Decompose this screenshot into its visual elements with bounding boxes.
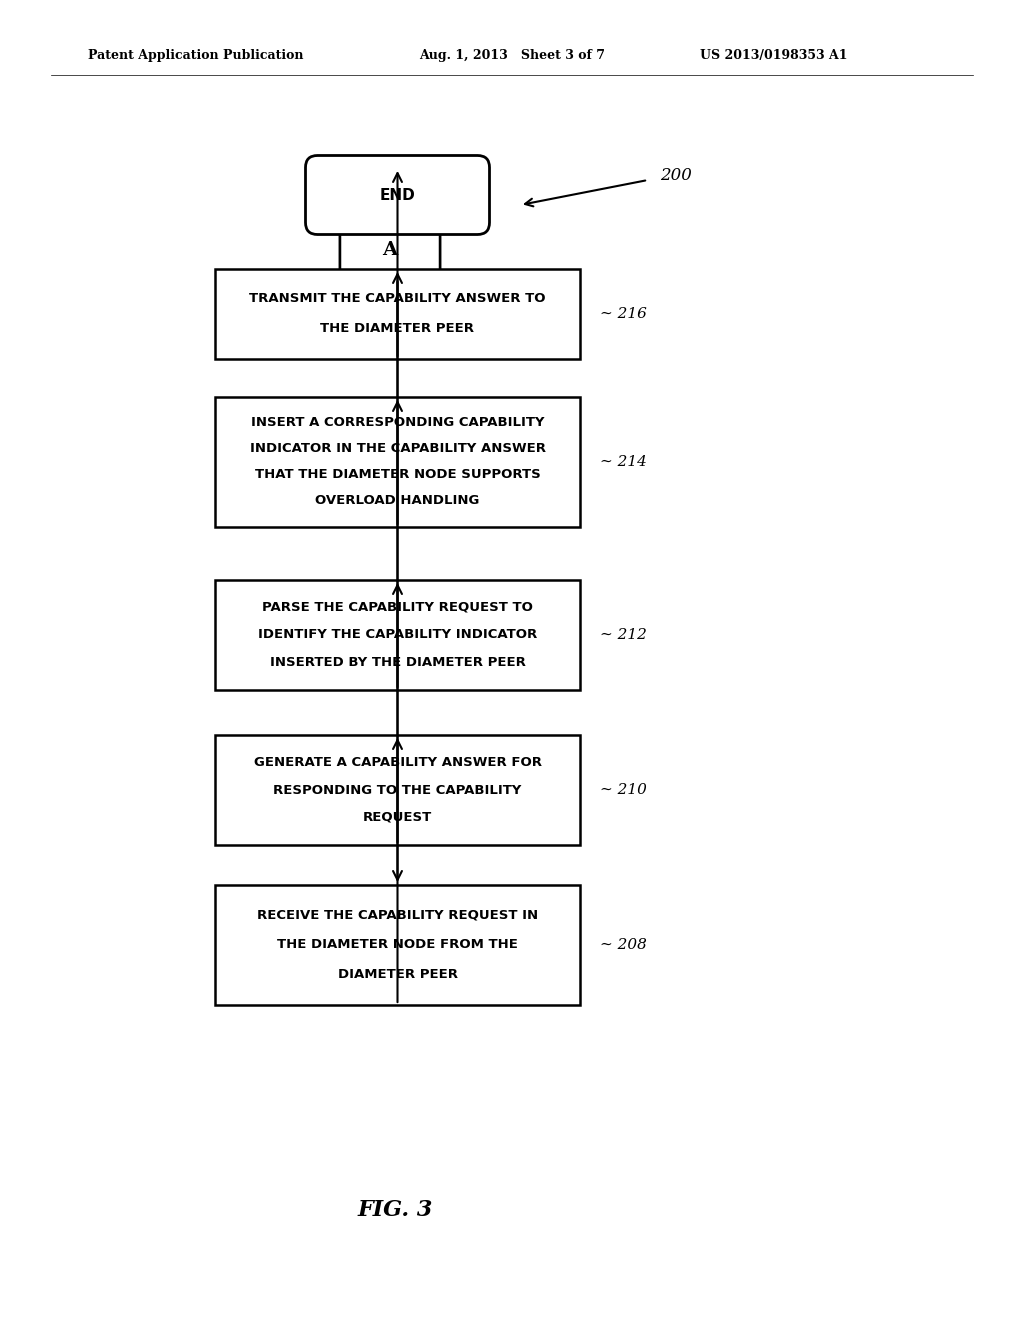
Text: GENERATE A CAPABILITY ANSWER FOR: GENERATE A CAPABILITY ANSWER FOR [254, 756, 542, 770]
Text: DIAMETER PEER: DIAMETER PEER [338, 969, 458, 982]
FancyBboxPatch shape [305, 156, 489, 235]
Text: REQUEST: REQUEST [362, 810, 432, 824]
FancyBboxPatch shape [215, 397, 580, 527]
Text: END: END [380, 187, 416, 202]
Text: INDICATOR IN THE CAPABILITY ANSWER: INDICATOR IN THE CAPABILITY ANSWER [250, 442, 546, 455]
Polygon shape [340, 215, 440, 317]
Text: OVERLOAD HANDLING: OVERLOAD HANDLING [315, 495, 479, 507]
Text: Aug. 1, 2013   Sheet 3 of 7: Aug. 1, 2013 Sheet 3 of 7 [419, 49, 605, 62]
Text: IDENTIFY THE CAPABILITY INDICATOR: IDENTIFY THE CAPABILITY INDICATOR [258, 628, 538, 642]
FancyBboxPatch shape [215, 884, 580, 1005]
Text: INSERTED BY THE DIAMETER PEER: INSERTED BY THE DIAMETER PEER [269, 656, 525, 669]
Text: TRANSMIT THE CAPABILITY ANSWER TO: TRANSMIT THE CAPABILITY ANSWER TO [249, 293, 546, 305]
Text: ∼ 210: ∼ 210 [600, 783, 647, 797]
Text: 200: 200 [660, 166, 692, 183]
Text: A: A [382, 242, 397, 259]
Text: FIG. 3: FIG. 3 [357, 1199, 433, 1221]
Text: ∼ 212: ∼ 212 [600, 628, 647, 642]
FancyBboxPatch shape [215, 735, 580, 845]
Text: THE DIAMETER NODE FROM THE: THE DIAMETER NODE FROM THE [278, 939, 518, 952]
Text: ∼ 208: ∼ 208 [600, 939, 647, 952]
Text: RECEIVE THE CAPABILITY REQUEST IN: RECEIVE THE CAPABILITY REQUEST IN [257, 908, 538, 921]
FancyBboxPatch shape [215, 269, 580, 359]
Text: ∼ 214: ∼ 214 [600, 455, 647, 469]
Text: US 2013/0198353 A1: US 2013/0198353 A1 [700, 49, 848, 62]
FancyBboxPatch shape [215, 579, 580, 690]
Text: Patent Application Publication: Patent Application Publication [88, 49, 303, 62]
Text: PARSE THE CAPABILITY REQUEST TO: PARSE THE CAPABILITY REQUEST TO [262, 601, 532, 614]
Text: THAT THE DIAMETER NODE SUPPORTS: THAT THE DIAMETER NODE SUPPORTS [255, 469, 541, 482]
Text: ∼ 216: ∼ 216 [600, 308, 647, 321]
Text: THE DIAMETER PEER: THE DIAMETER PEER [321, 322, 474, 335]
Text: INSERT A CORRESPONDING CAPABILITY: INSERT A CORRESPONDING CAPABILITY [251, 417, 544, 429]
Text: RESPONDING TO THE CAPABILITY: RESPONDING TO THE CAPABILITY [273, 784, 521, 796]
